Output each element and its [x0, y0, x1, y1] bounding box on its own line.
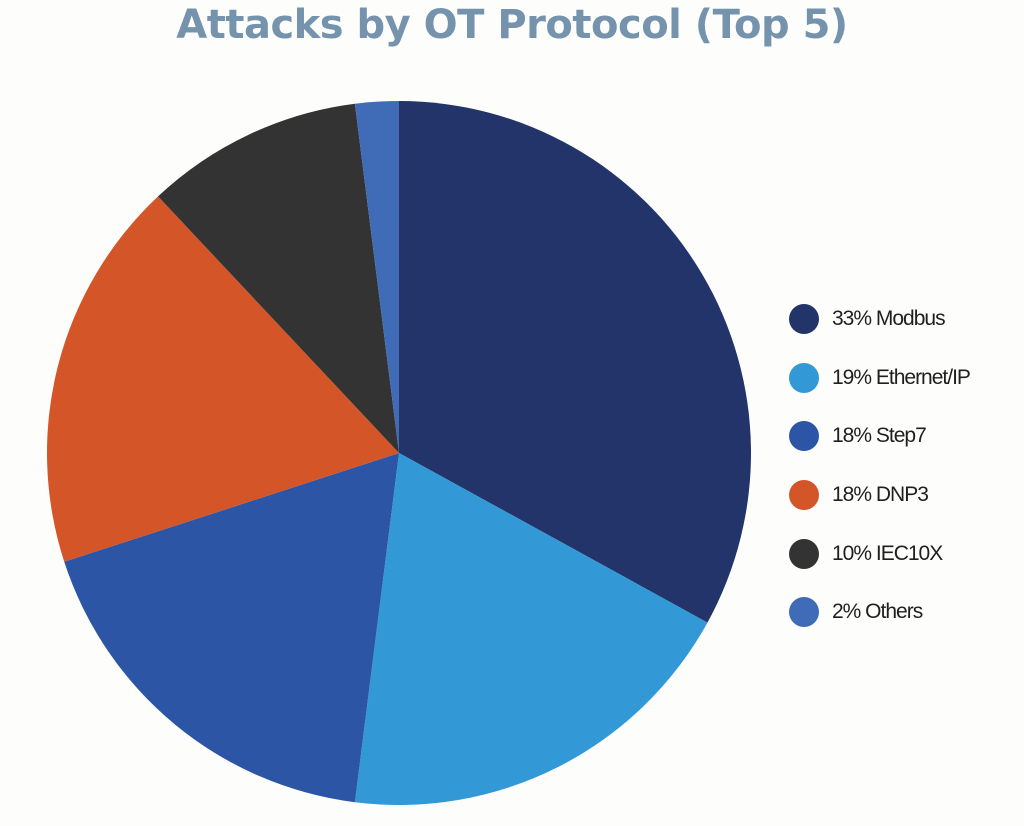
pie-slice-others — [354, 101, 399, 453]
legend-item-modbus: 33% Modbus — [789, 290, 970, 349]
legend-swatch-icon — [789, 304, 819, 335]
pie-slice-step7 — [64, 453, 400, 803]
pie-slice-ethernet-ip — [354, 453, 708, 805]
legend-swatch-icon — [789, 362, 819, 393]
pie-slice-modbus — [399, 101, 751, 623]
chart-title: Attacks by OT Protocol (Top 5) — [176, 2, 848, 48]
legend-item-dnp3: 18% DNP3 — [789, 466, 970, 525]
legend-label: 18% DNP3 — [832, 483, 929, 507]
pie-slice-dnp3 — [47, 196, 399, 562]
legend-label: 33% Modbus — [832, 307, 946, 331]
legend-swatch-icon — [789, 421, 819, 452]
legend-swatch-icon — [789, 538, 819, 569]
legend: 33% Modbus 19% Ethernet/IP 18% Step7 18%… — [789, 290, 971, 642]
pie-slice-iec10x — [158, 103, 399, 453]
legend-label: 2% Others — [832, 600, 923, 624]
legend-label: 19% Ethernet/IP — [832, 365, 971, 389]
legend-label: 18% Step7 — [832, 424, 927, 448]
legend-swatch-icon — [789, 480, 819, 511]
legend-item-others: 2% Others — [789, 583, 970, 642]
legend-label: 10% IEC10X — [832, 541, 943, 565]
legend-item-step7: 18% Step7 — [789, 407, 970, 466]
legend-item-iec10x: 10% IEC10X — [789, 524, 970, 583]
legend-item-ethernet-ip: 19% Ethernet/IP — [789, 349, 971, 408]
legend-swatch-icon — [789, 597, 819, 628]
